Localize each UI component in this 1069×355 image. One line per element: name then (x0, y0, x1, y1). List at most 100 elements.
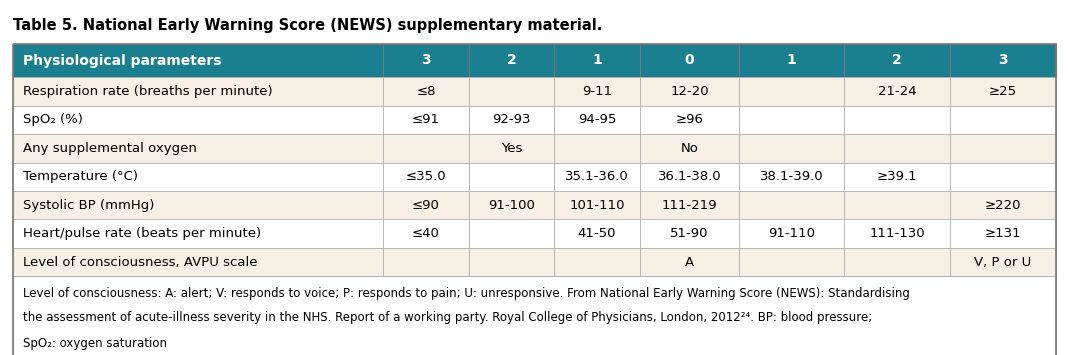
Bar (384, 77, 469, 105)
Bar (845, 44, 949, 77)
Text: 2: 2 (892, 54, 902, 67)
Bar (739, 163, 845, 191)
Text: Level of consciousness: A: alert; V: responds to voice; P: responds to pain; U: : Level of consciousness: A: alert; V: res… (24, 286, 910, 300)
Text: Physiological parameters: Physiological parameters (24, 54, 221, 67)
Text: the assessment of acute-illness severity in the NHS. Report of a working party. : the assessment of acute-illness severity… (24, 311, 872, 324)
Bar (845, 248, 949, 277)
Text: 94-95: 94-95 (578, 113, 616, 126)
Bar (949, 44, 1056, 77)
Text: ≥39.1: ≥39.1 (877, 170, 917, 183)
Text: ≥131: ≥131 (985, 227, 1021, 240)
Bar (739, 105, 845, 134)
Bar (555, 219, 640, 248)
Bar (469, 134, 555, 163)
Bar (640, 77, 739, 105)
Bar (640, 44, 739, 77)
Text: 36.1-38.0: 36.1-38.0 (657, 170, 722, 183)
Bar (384, 105, 469, 134)
Text: 38.1-39.0: 38.1-39.0 (760, 170, 823, 183)
Text: 1: 1 (592, 54, 602, 67)
Text: Any supplemental oxygen: Any supplemental oxygen (24, 142, 197, 155)
Text: Temperature (°C): Temperature (°C) (24, 170, 138, 183)
Bar (845, 163, 949, 191)
Text: 9-11: 9-11 (582, 85, 613, 98)
Text: ≤90: ≤90 (412, 199, 440, 212)
Text: 3: 3 (998, 54, 1008, 67)
Text: ≥25: ≥25 (989, 85, 1017, 98)
Bar (384, 44, 469, 77)
Text: Level of consciousness, AVPU scale: Level of consciousness, AVPU scale (24, 256, 258, 269)
Bar (469, 44, 555, 77)
Bar (555, 163, 640, 191)
Bar (739, 191, 845, 219)
Bar (13, 134, 384, 163)
Text: 91-110: 91-110 (769, 227, 815, 240)
Text: 92-93: 92-93 (493, 113, 531, 126)
Bar (739, 134, 845, 163)
Text: Table 5. National Early Warning Score (NEWS) supplementary material.: Table 5. National Early Warning Score (N… (13, 18, 602, 33)
Bar (469, 248, 555, 277)
Bar (949, 248, 1056, 277)
Bar (13, 163, 384, 191)
Bar (555, 105, 640, 134)
Text: 1: 1 (787, 54, 796, 67)
Bar (739, 248, 845, 277)
Bar (13, 191, 384, 219)
Bar (384, 219, 469, 248)
Text: 101-110: 101-110 (570, 199, 624, 212)
Bar (555, 134, 640, 163)
Bar (739, 77, 845, 105)
Bar (949, 163, 1056, 191)
Bar (949, 191, 1056, 219)
Bar (469, 191, 555, 219)
Bar (384, 134, 469, 163)
Text: 35.1-36.0: 35.1-36.0 (566, 170, 629, 183)
Text: 3: 3 (421, 54, 431, 67)
Bar (739, 219, 845, 248)
Bar (13, 44, 384, 77)
Text: 2: 2 (507, 54, 516, 67)
Text: ≥96: ≥96 (676, 113, 703, 126)
Text: 91-100: 91-100 (489, 199, 534, 212)
Bar (640, 248, 739, 277)
Text: Respiration rate (breaths per minute): Respiration rate (breaths per minute) (24, 85, 273, 98)
Bar (640, 163, 739, 191)
Bar (555, 44, 640, 77)
Bar (13, 77, 384, 105)
Text: ≤35.0: ≤35.0 (406, 170, 447, 183)
Bar (640, 134, 739, 163)
Bar (469, 77, 555, 105)
Bar (555, 77, 640, 105)
Bar (640, 105, 739, 134)
Bar (384, 163, 469, 191)
Text: No: No (681, 142, 698, 155)
Bar (640, 219, 739, 248)
Text: SpO₂ (%): SpO₂ (%) (24, 113, 83, 126)
Bar (845, 105, 949, 134)
Bar (949, 219, 1056, 248)
Bar (845, 191, 949, 219)
Bar (949, 134, 1056, 163)
Bar (384, 191, 469, 219)
Bar (384, 248, 469, 277)
Bar (13, 248, 384, 277)
Text: ≤91: ≤91 (412, 113, 440, 126)
Bar (469, 163, 555, 191)
Text: V, P or U: V, P or U (974, 256, 1032, 269)
Text: Heart/pulse rate (beats per minute): Heart/pulse rate (beats per minute) (24, 227, 261, 240)
Text: 111-219: 111-219 (662, 199, 717, 212)
Bar (555, 191, 640, 219)
Text: ≥220: ≥220 (985, 199, 1021, 212)
Bar (469, 219, 555, 248)
Text: 111-130: 111-130 (869, 227, 925, 240)
Text: 12-20: 12-20 (670, 85, 709, 98)
Text: 51-90: 51-90 (670, 227, 709, 240)
Bar (845, 77, 949, 105)
Text: ≤8: ≤8 (416, 85, 436, 98)
Text: 41-50: 41-50 (578, 227, 617, 240)
Text: A: A (685, 256, 694, 269)
Text: 0: 0 (684, 54, 694, 67)
Bar (739, 44, 845, 77)
Text: ≤40: ≤40 (412, 227, 440, 240)
Bar (949, 105, 1056, 134)
